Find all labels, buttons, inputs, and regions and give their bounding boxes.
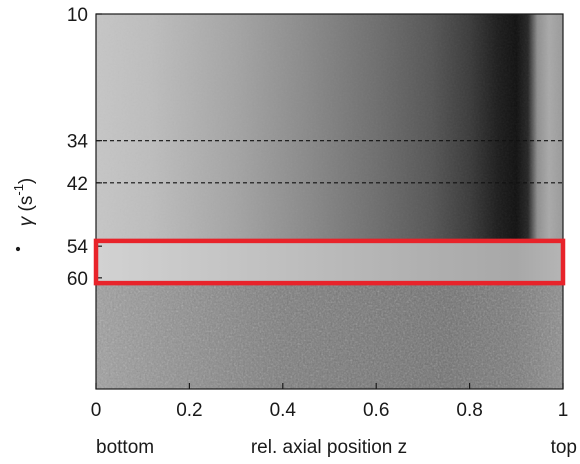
dashed-reference-lines	[96, 140, 563, 184]
svg-text:γ (s-1): γ (s-1)	[11, 178, 37, 227]
y-axis-ticks: 10 34 42 54 60	[67, 5, 102, 290]
y-axis-label-symbol: γ	[16, 215, 37, 226]
x-axis-ticks: 0 0.2 0.4 0.6 0.8 1	[91, 383, 569, 421]
y-tick-label: 60	[67, 269, 88, 290]
x-tick-label: 0.4	[270, 400, 297, 421]
gamma-dot	[15, 246, 21, 252]
plot-area	[96, 14, 563, 389]
x-tick-label: 0.8	[456, 400, 482, 421]
region-light-band	[96, 242, 563, 282]
highlight-box	[93, 238, 566, 286]
region-lower-noise-texture	[96, 282, 563, 389]
y-tick-label: 34	[67, 132, 89, 153]
x-axis-label: rel. axial position z	[251, 437, 407, 458]
x-tick-label: 0.2	[176, 400, 202, 421]
y-axis-label-unit-open: (s	[16, 196, 37, 217]
region-upper-texture	[96, 14, 563, 242]
axes-frame	[95, 13, 564, 390]
y-axis-label-exponent: -1	[11, 184, 26, 196]
y-tick-label: 54	[67, 237, 89, 258]
x-tick-label: 0	[91, 400, 102, 421]
y-axis-label: γ (s-1)	[11, 178, 37, 252]
x-axis-label-right: top	[551, 437, 577, 458]
y-axis-label-unit-close: )	[16, 178, 37, 184]
x-tick-label: 0.6	[363, 400, 389, 421]
x-axis-label-left: bottom	[96, 437, 154, 458]
x-tick-label: 1	[558, 400, 569, 421]
y-tick-label: 42	[67, 174, 88, 195]
y-tick-label: 10	[67, 5, 88, 26]
